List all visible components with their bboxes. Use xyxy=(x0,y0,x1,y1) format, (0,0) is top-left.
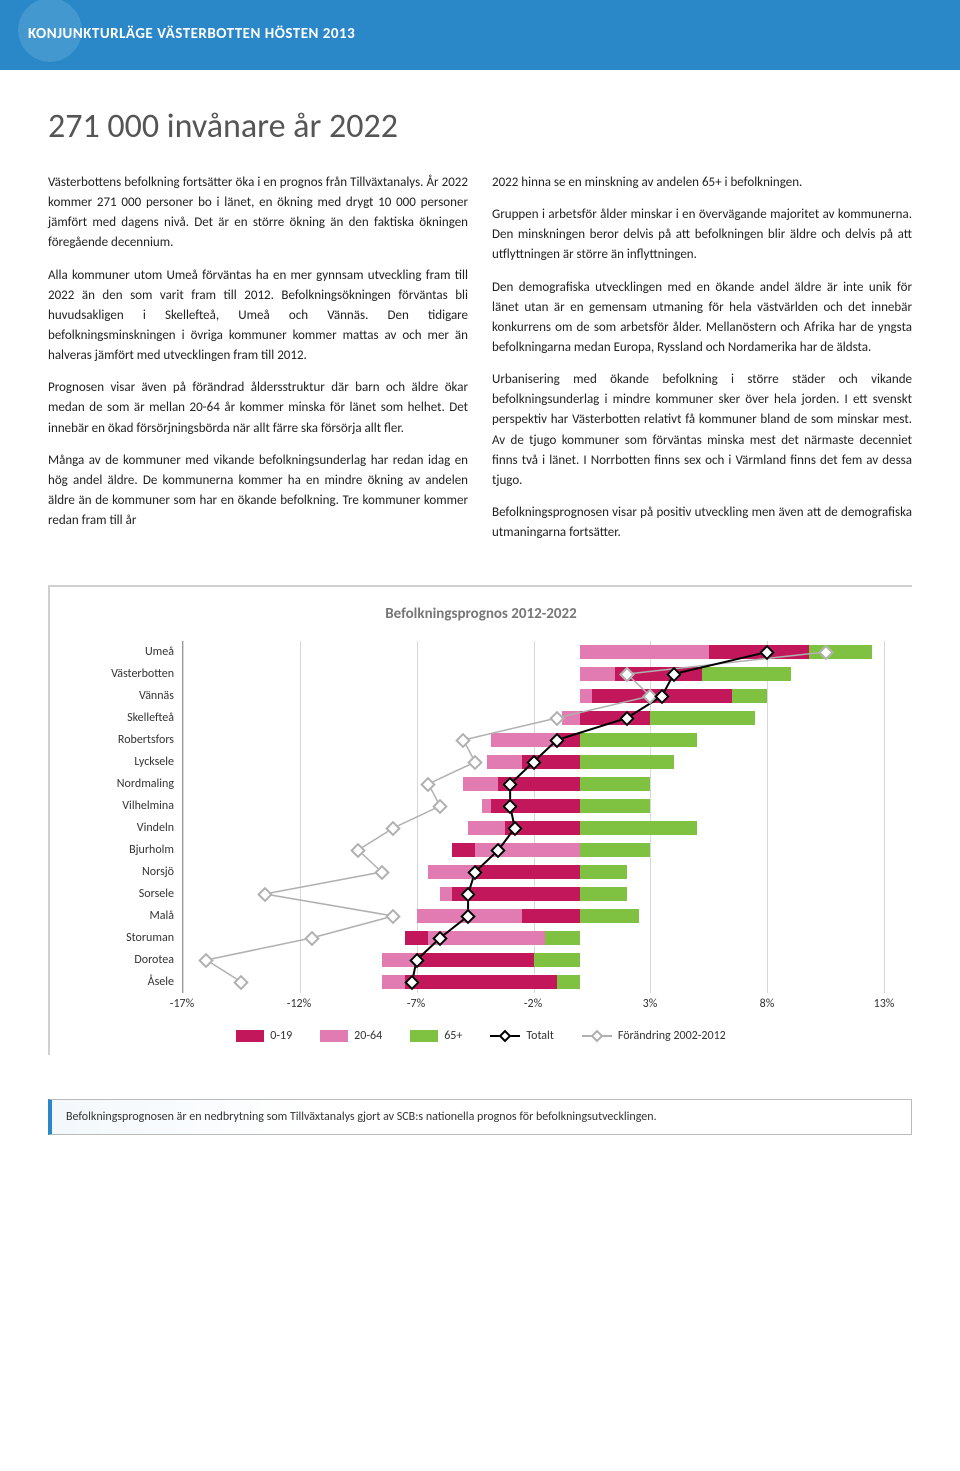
category-label: Vännäs xyxy=(78,685,174,707)
legend-label: Totalt xyxy=(526,1029,554,1043)
paragraph: Västerbottens befolkning fortsätter öka … xyxy=(48,173,468,254)
main-content: 271 000 invånare år 2022 Västerbottens b… xyxy=(0,70,960,1099)
bar-segment-s65p xyxy=(580,733,697,747)
category-label: Dorotea xyxy=(78,949,174,971)
category-label: Skellefteå xyxy=(78,707,174,729)
paragraph: Många av de kommuner med vikande befolkn… xyxy=(48,451,468,532)
category-label: Umeå xyxy=(78,641,174,663)
category-label: Västerbotten xyxy=(78,663,174,685)
category-label: Sorsele xyxy=(78,883,174,905)
chart-row xyxy=(183,707,884,729)
chart-x-axis: -17%-12%-7%-2%3%8%13% xyxy=(182,997,884,1017)
legend-label: 20-64 xyxy=(354,1029,382,1043)
paragraph: Gruppen i arbetsför ålder minskar i en ö… xyxy=(492,205,912,265)
legend-item: Totalt xyxy=(490,1029,554,1043)
chart-row xyxy=(183,971,884,993)
bar-segment-s20_64 xyxy=(580,645,709,659)
category-label: Storuman xyxy=(78,927,174,949)
category-label: Vilhelmina xyxy=(78,795,174,817)
chart-row xyxy=(183,795,884,817)
paragraph: Befolkningsprognosen visar på positiv ut… xyxy=(492,503,912,543)
legend-item: Förändring 2002-2012 xyxy=(582,1029,726,1043)
legend-swatch xyxy=(320,1030,348,1042)
chart-row xyxy=(183,949,884,971)
bar-segment-s65p xyxy=(545,931,580,945)
bar-segment-s0_19 xyxy=(475,865,580,879)
category-label: Malå xyxy=(78,905,174,927)
bar-segment-s65p xyxy=(580,799,650,813)
category-label: Robertsfors xyxy=(78,729,174,751)
chart-title: Befolkningsprognos 2012-2022 xyxy=(78,605,884,623)
text-columns: Västerbottens befolkning fortsätter öka … xyxy=(48,173,912,555)
header-band: KONJUNKTURLÄGE VÄSTERBOTTEN HÖSTEN 2013 xyxy=(0,0,960,70)
bar-segment-s65p xyxy=(580,821,697,835)
chart-row xyxy=(183,641,884,663)
bar-segment-s65p xyxy=(580,755,673,769)
chart-body: UmeåVästerbottenVännäsSkellefteåRobertsf… xyxy=(78,641,884,993)
x-tick-label: -2% xyxy=(524,997,542,1011)
x-tick-label: -17% xyxy=(170,997,194,1011)
bar-segment-s20_64 xyxy=(580,667,615,681)
header-title: KONJUNKTURLÄGE VÄSTERBOTTEN HÖSTEN 2013 xyxy=(0,0,960,43)
footer-note: Befolkningsprognosen är en nedbrytning s… xyxy=(48,1099,912,1135)
x-tick-label: 8% xyxy=(760,997,775,1011)
chart-row xyxy=(183,927,884,949)
paragraph: Urbanisering med ökande befolkning i stö… xyxy=(492,370,912,491)
category-label: Nordmaling xyxy=(78,773,174,795)
bar-segment-s65p xyxy=(580,887,627,901)
legend-swatch xyxy=(410,1030,438,1042)
category-label: Lycksele xyxy=(78,751,174,773)
chart-legend: 0-19 20-64 65+ Totalt Förändring 2002-2012 xyxy=(78,1029,884,1043)
column-left: Västerbottens befolkning fortsätter öka … xyxy=(48,173,468,555)
legend-label: 0-19 xyxy=(270,1029,292,1043)
x-tick-label: -12% xyxy=(287,997,311,1011)
chart-row xyxy=(183,729,884,751)
legend-swatch xyxy=(236,1030,264,1042)
chart-row xyxy=(183,883,884,905)
x-tick-label: 13% xyxy=(874,997,895,1011)
bar-segment-s65p xyxy=(534,953,581,967)
chart-row xyxy=(183,663,884,685)
legend-swatch-line xyxy=(490,1035,520,1037)
legend-item: 65+ xyxy=(410,1029,462,1043)
chart-row xyxy=(183,817,884,839)
category-label: Norsjö xyxy=(78,861,174,883)
chart-category-labels: UmeåVästerbottenVännäsSkellefteåRobertsf… xyxy=(78,641,182,993)
legend-item: 20-64 xyxy=(320,1029,382,1043)
chart-frame: Befolkningsprognos 2012-2022 UmeåVästerb… xyxy=(48,585,912,1055)
bar-segment-s65p xyxy=(580,909,638,923)
bar-segment-s20_64 xyxy=(580,689,592,703)
legend-item: 0-19 xyxy=(236,1029,292,1043)
category-label: Bjurholm xyxy=(78,839,174,861)
paragraph: Den demografiska utvecklingen med en öka… xyxy=(492,278,912,359)
bar-segment-s0_19 xyxy=(522,909,580,923)
bar-segment-s65p xyxy=(557,975,580,989)
paragraph: Alla kommuner utom Umeå förväntas ha en … xyxy=(48,266,468,367)
category-label: Åsele xyxy=(78,971,174,993)
column-right: 2022 hinna se en minskning av andelen 65… xyxy=(492,173,912,555)
category-label: Vindeln xyxy=(78,817,174,839)
bar-segment-s65p xyxy=(580,843,650,857)
bar-segment-s65p xyxy=(580,777,650,791)
bar-segment-s65p xyxy=(580,865,627,879)
chart-row xyxy=(183,773,884,795)
chart-row xyxy=(183,685,884,707)
paragraph: 2022 hinna se en minskning av andelen 65… xyxy=(492,173,912,193)
x-tick-label: 3% xyxy=(643,997,658,1011)
chart-plot-area xyxy=(182,641,884,993)
bar-segment-s0_19 xyxy=(405,975,580,989)
legend-label: Förändring 2002-2012 xyxy=(618,1029,726,1043)
footer-note-text: Befolkningsprognosen är en nedbrytning s… xyxy=(66,1110,657,1124)
legend-swatch-line xyxy=(582,1035,612,1037)
chart-row xyxy=(183,839,884,861)
bar-segment-s0_19 xyxy=(580,711,650,725)
legend-label: 65+ xyxy=(444,1029,462,1043)
page-title: 271 000 invånare år 2022 xyxy=(48,106,912,147)
paragraph: Prognosen visar även på förändrad ålders… xyxy=(48,378,468,438)
x-tick-label: -7% xyxy=(407,997,425,1011)
gridline xyxy=(884,641,885,993)
chart-row xyxy=(183,861,884,883)
chart-row xyxy=(183,905,884,927)
